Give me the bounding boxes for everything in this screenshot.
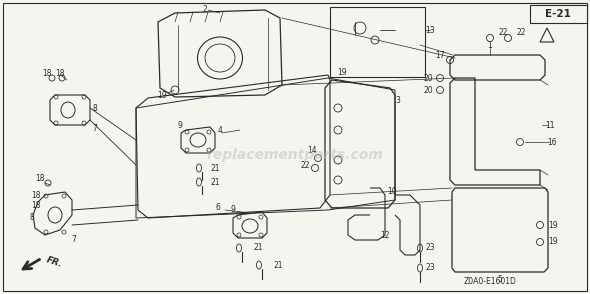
Text: 22: 22 [516,28,526,36]
Text: 21: 21 [210,178,219,186]
Text: 6: 6 [215,203,221,213]
Text: 2: 2 [202,4,207,14]
Text: FR.: FR. [45,255,64,269]
Text: 12: 12 [380,230,390,240]
Text: E-21: E-21 [545,9,571,19]
Text: 11: 11 [545,121,555,129]
Text: Z0A0-E1601D: Z0A0-E1601D [464,277,516,286]
Text: 23: 23 [425,263,435,273]
Text: 20: 20 [423,74,433,83]
Text: 7: 7 [71,235,77,245]
Text: 9: 9 [178,121,182,129]
Bar [330,7,425,77]
Text: 10: 10 [387,188,397,196]
Text: 19: 19 [548,238,558,246]
Text: 17: 17 [435,51,445,59]
Text: 14: 14 [307,146,317,155]
Text: 18: 18 [31,191,41,200]
Text: 8: 8 [93,103,97,113]
Bar [530,5,587,23]
Text: 5: 5 [497,275,503,285]
Text: 13: 13 [425,26,435,34]
Polygon shape [540,28,554,42]
Text: 21: 21 [273,260,283,270]
Text: 23: 23 [425,243,435,253]
Text: 9: 9 [231,206,235,215]
Text: 1: 1 [487,41,493,49]
Text: 19: 19 [157,91,167,99]
Text: 16: 16 [547,138,557,146]
Text: 22: 22 [498,28,508,36]
Text: 19: 19 [548,220,558,230]
Text: 20: 20 [423,86,433,94]
Text: 18: 18 [55,69,65,78]
Text: 3: 3 [395,96,401,104]
Text: 18: 18 [35,173,45,183]
Text: 8: 8 [30,213,34,223]
Text: 18: 18 [42,69,52,78]
Text: replacementparts.com: replacementparts.com [206,148,384,162]
Text: 19: 19 [337,68,347,76]
Text: 18: 18 [31,201,41,210]
Text: 21: 21 [253,243,263,253]
Text: 22: 22 [300,161,310,170]
Text: 7: 7 [93,123,97,133]
Text: 4: 4 [218,126,222,134]
Text: 21: 21 [210,163,219,173]
